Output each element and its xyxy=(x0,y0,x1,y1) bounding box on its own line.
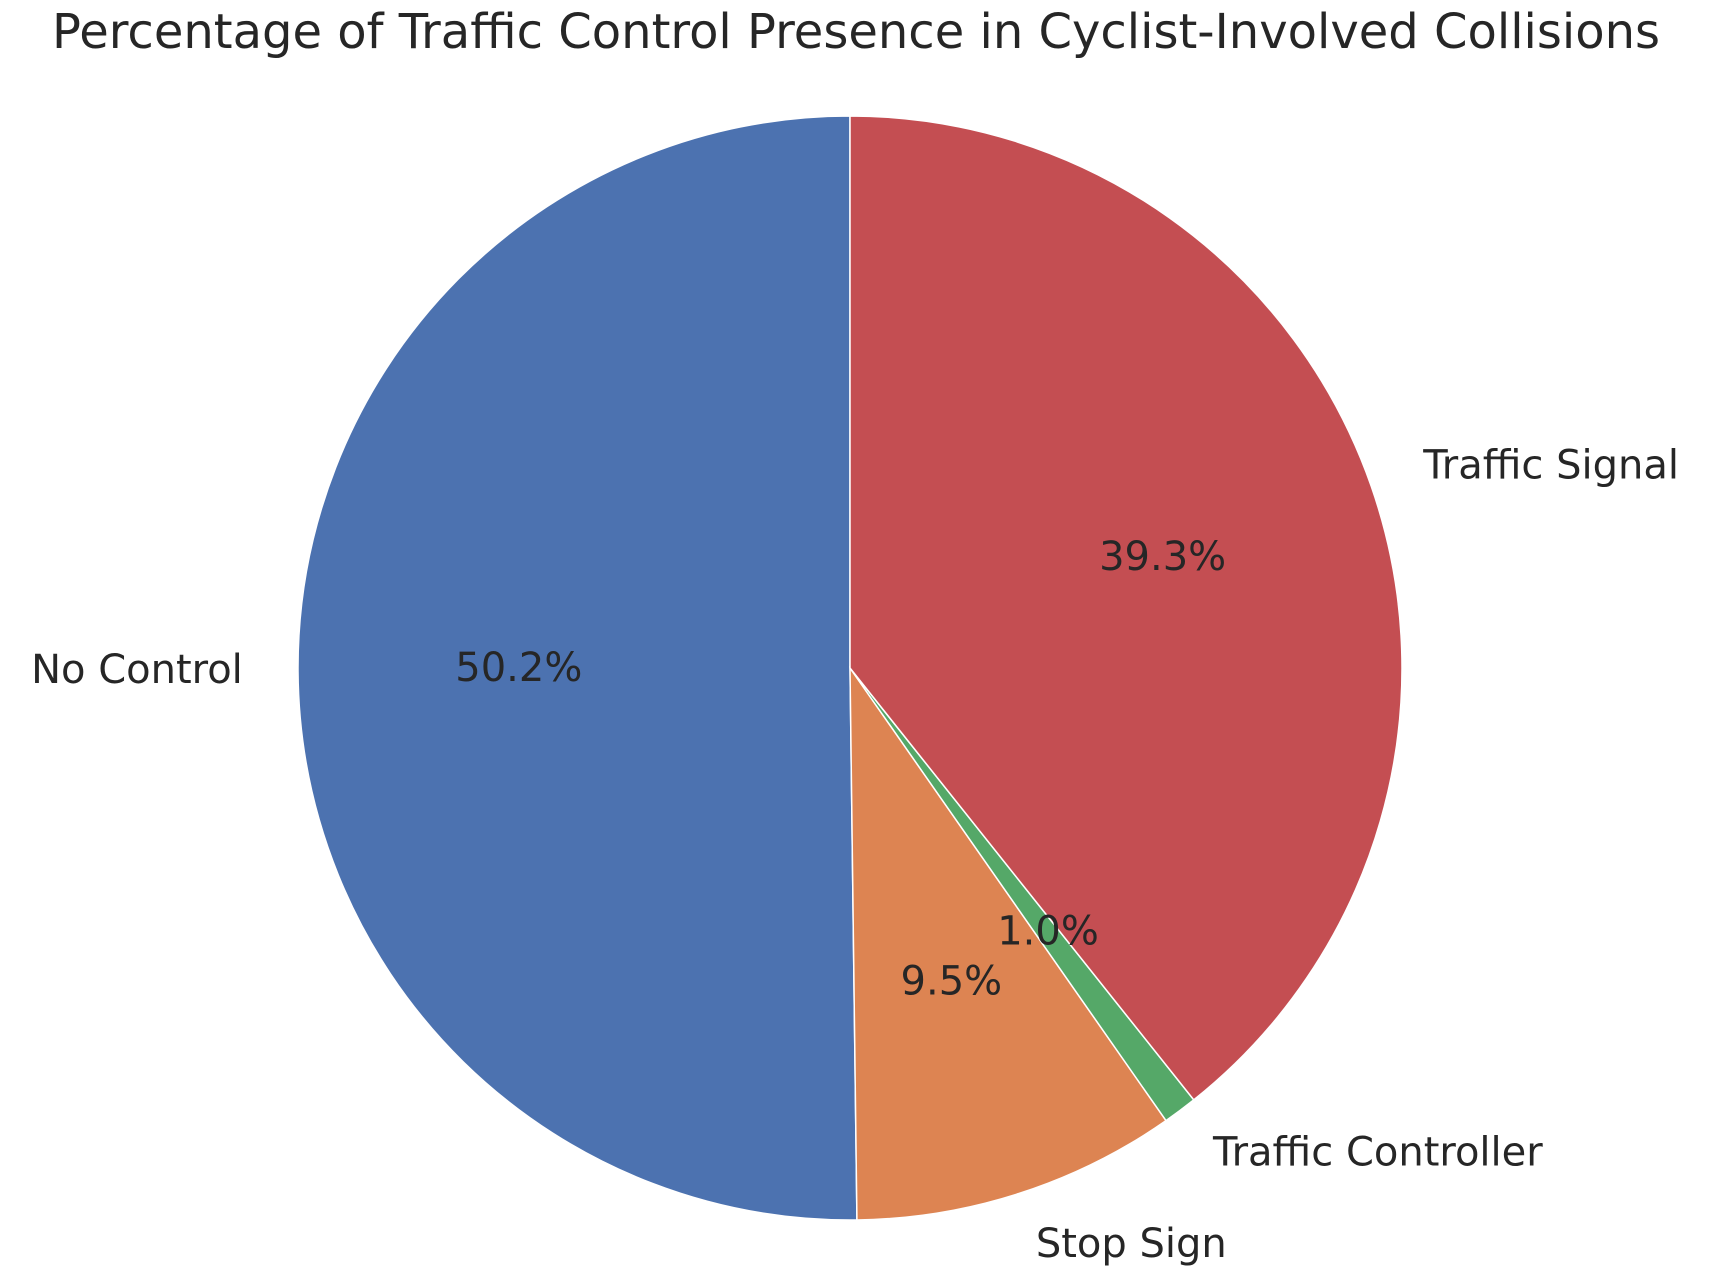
percent-label-traffic-signal: 39.3% xyxy=(1099,534,1226,580)
chart-title: Percentage of Traffic Control Presence i… xyxy=(52,4,1660,60)
percent-label-stop-sign: 9.5% xyxy=(901,958,1003,1004)
category-label-stop-sign: Stop Sign xyxy=(1036,1221,1227,1267)
category-label-traffic-controller: Traffic Controller xyxy=(1212,1130,1543,1176)
percent-label-traffic-controller: 1.0% xyxy=(997,908,1099,954)
percent-label-no-control: 50.2% xyxy=(455,645,582,691)
pie-slice-stop-sign xyxy=(849,665,1168,1221)
category-label-traffic-signal: Traffic Signal xyxy=(1422,443,1679,489)
pie-slices xyxy=(297,115,1403,1221)
pie-slice-no-control xyxy=(297,115,858,1221)
percent-labels: 50.2% 9.5%1.0% 39.3% xyxy=(455,534,1226,1005)
category-label-no-control: No Control xyxy=(31,647,243,693)
pie-slice-traffic-signal xyxy=(849,115,1403,1101)
category-labels: No Control Stop Sign Traffic Controller Tra… xyxy=(31,443,1679,1267)
